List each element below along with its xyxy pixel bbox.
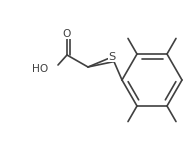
Text: O: O (63, 29, 71, 39)
Text: S: S (108, 52, 116, 62)
Text: HO: HO (32, 64, 48, 74)
